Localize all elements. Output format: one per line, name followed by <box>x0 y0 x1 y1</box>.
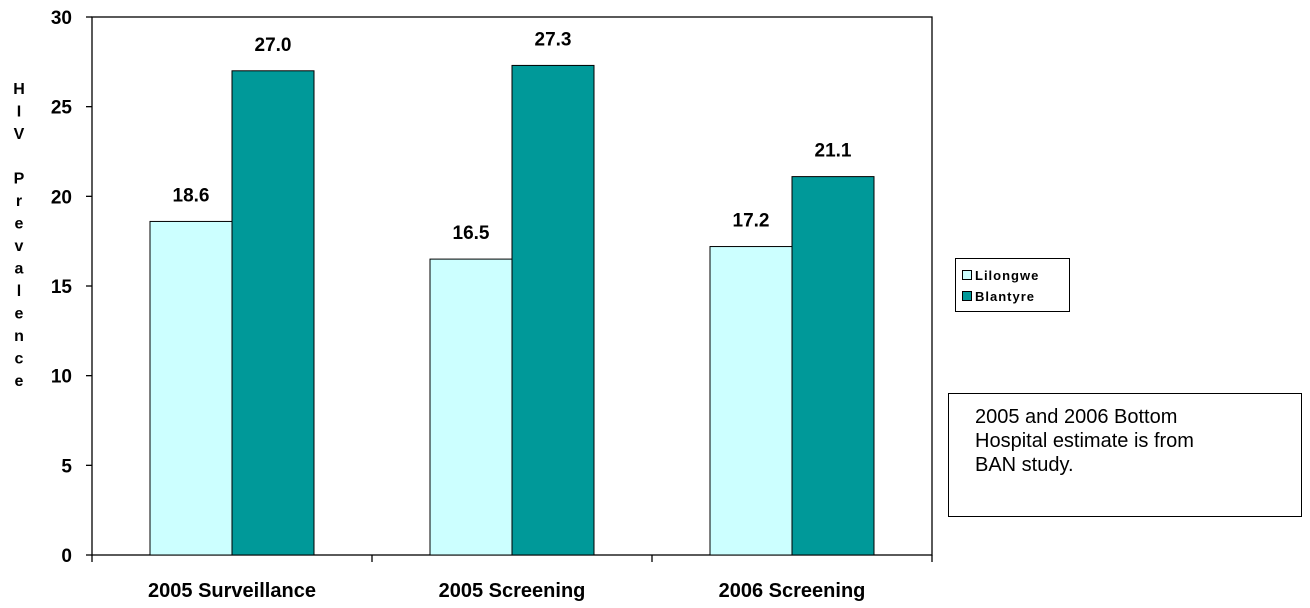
data-label: 21.1 <box>815 141 852 162</box>
data-label: 17.2 <box>733 211 770 232</box>
bar <box>709 246 793 556</box>
x-tick-label: 2006 Screening <box>719 580 866 602</box>
bar-chart: 0 5 10 15 20 25 30 2005 Surveillance 2005 Screen… <box>13 8 933 602</box>
x-tick-label: 2005 Screening <box>439 580 586 602</box>
axes: 0 5 10 15 20 25 30 2005 Surveillance 2005 Screen… <box>51 8 933 602</box>
bar <box>231 70 315 556</box>
legend-swatch-blantyre <box>962 291 972 301</box>
note-line-3: BAN study. <box>975 454 1074 476</box>
data-label: 18.6 <box>173 185 210 206</box>
y-tick-label: 15 <box>51 277 73 298</box>
data-label: 27.3 <box>535 29 572 50</box>
y-axis-label-char: H <box>13 81 25 98</box>
bar <box>149 220 233 556</box>
y-tick-label: 10 <box>51 367 72 388</box>
y-axis-label-char: n <box>14 328 24 345</box>
y-axis-label-char: e <box>15 216 24 233</box>
x-tick-label: 2005 Surveillance <box>148 580 316 602</box>
y-axis-label-char: V <box>14 126 25 143</box>
y-axis-label-char: e <box>15 373 24 390</box>
y-axis-label-char: l <box>17 283 21 300</box>
data-label: 16.5 <box>453 223 490 244</box>
labels: 18.6 16.5 17.2 27.0 27.3 21.1 <box>173 29 852 244</box>
bar <box>511 64 595 556</box>
legend-item-lilongwe: Lilongwe <box>962 266 1039 284</box>
bar <box>791 176 875 556</box>
y-axis-label-char: c <box>15 351 24 368</box>
legend-label-blantyre: Blantyre <box>975 288 1036 304</box>
y-tick-label: 30 <box>51 8 72 29</box>
y-tick-label: 0 <box>61 546 72 567</box>
legend-swatch-lilongwe <box>962 270 972 280</box>
y-tick-label: 20 <box>51 187 72 208</box>
data-label: 27.0 <box>255 35 292 56</box>
bar <box>429 258 513 556</box>
legend: Lilongwe Blantyre <box>955 258 1070 312</box>
y-axis-label-char: e <box>15 306 24 323</box>
y-axis-label-char: v <box>15 238 24 255</box>
note-box: 2005 and 2006 Bottom Hospital estimate i… <box>948 393 1302 517</box>
y-axis-label-char: a <box>15 261 24 278</box>
y-tick-label: 25 <box>51 98 73 119</box>
legend-label-lilongwe: Lilongwe <box>975 267 1040 283</box>
note-line-1: 2005 and 2006 Bottom <box>975 406 1178 428</box>
y-axis-label-char: I <box>17 104 21 121</box>
y-axis-label-char: r <box>16 193 22 210</box>
y-axis-label-char: P <box>14 171 25 188</box>
y-tick-label: 5 <box>61 456 72 477</box>
bars <box>149 64 875 556</box>
note-line-2: Hospital estimate is from <box>975 430 1194 452</box>
legend-item-blantyre: Blantyre <box>962 287 1035 305</box>
